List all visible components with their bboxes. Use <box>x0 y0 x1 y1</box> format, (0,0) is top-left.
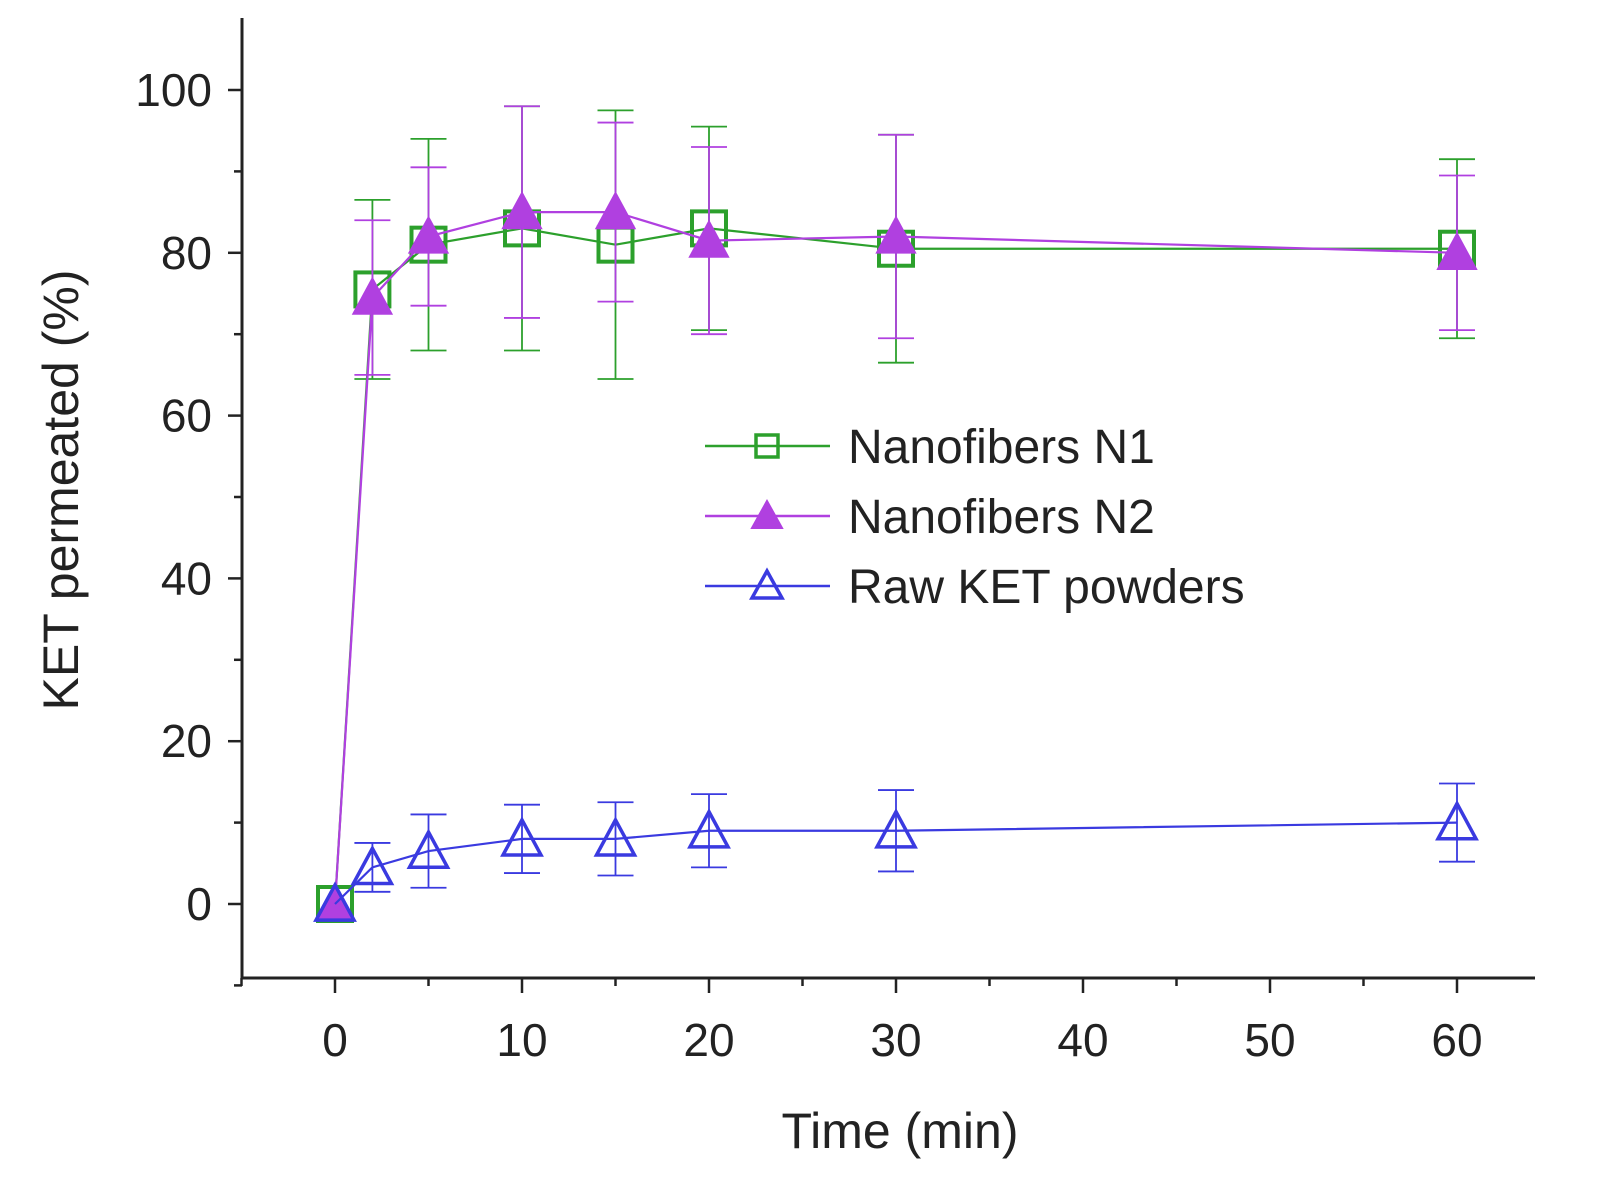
series-line <box>333 211 1458 905</box>
data-point <box>594 190 637 230</box>
y-tick-label-20: 20 <box>161 715 212 767</box>
data-point <box>1436 231 1478 270</box>
x-tick-label-50: 50 <box>1244 1014 1295 1066</box>
y-ticks: 0 20 40 60 80 100 <box>135 64 242 987</box>
legend-label: Raw KET powders <box>848 561 1245 614</box>
data-point <box>687 808 731 849</box>
y-tick-label-60: 60 <box>161 390 212 442</box>
legend: Nanofibers N1 Nanofibers N2 Raw KET powder… <box>705 421 1245 614</box>
legend-marker <box>754 433 780 459</box>
y-tick-label-100: 100 <box>135 64 212 116</box>
legend-marker <box>749 567 785 600</box>
x-axis-title: Time (min) <box>781 1103 1018 1159</box>
series-1 <box>314 105 1478 922</box>
data-point <box>501 190 543 230</box>
legend-label: Nanofibers N1 <box>848 421 1155 474</box>
data-point <box>1435 799 1479 841</box>
data-point <box>350 844 395 886</box>
legend-item-2: Raw KET powders <box>705 561 1245 614</box>
data-point <box>500 816 544 857</box>
series-line <box>333 227 1457 905</box>
series-2 <box>313 782 1479 922</box>
y-tick-label-0: 0 <box>186 878 212 930</box>
data-point <box>874 808 918 849</box>
legend-label: Nanofibers N2 <box>848 491 1155 544</box>
legend-item-0: Nanofibers N1 <box>705 421 1155 474</box>
x-tick-label-10: 10 <box>496 1014 547 1066</box>
data-point <box>688 219 730 258</box>
x-ticks: 0 10 20 30 40 50 60 <box>240 978 1483 1066</box>
data-point <box>875 215 917 254</box>
data-point <box>407 215 450 254</box>
data-point <box>593 816 638 857</box>
y-tick-label-40: 40 <box>161 552 212 604</box>
x-tick-label-60: 60 <box>1431 1014 1482 1066</box>
legend-marker <box>750 498 784 529</box>
x-tick-label-20: 20 <box>683 1014 734 1066</box>
data-point <box>406 828 451 869</box>
x-tick-label-30: 30 <box>870 1014 921 1066</box>
x-tick-label-0: 0 <box>322 1014 348 1066</box>
y-tick-label-80: 80 <box>161 227 212 279</box>
x-tick-label-40: 40 <box>1057 1014 1108 1066</box>
data-point <box>351 276 394 315</box>
data-point <box>313 881 357 922</box>
plot-area <box>313 105 1479 923</box>
legend-item-1: Nanofibers N2 <box>705 491 1155 544</box>
y-axis-title: KET permeated (%) <box>33 270 89 711</box>
